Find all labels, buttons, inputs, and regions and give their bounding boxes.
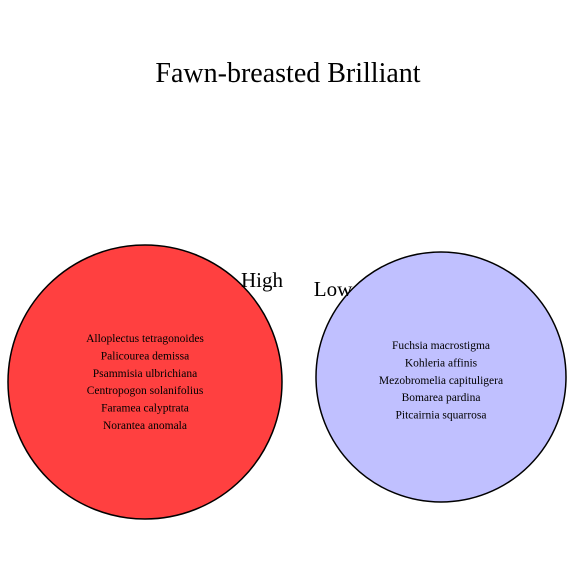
set-members-low: Fuchsia macrostigma Kohleria affinis Mezob… xyxy=(379,340,503,422)
set-member-label: Faramea calyptrata xyxy=(101,403,189,415)
set-label-high: High xyxy=(241,268,284,292)
set-member-label: Norantea anomala xyxy=(103,420,187,432)
diagram-title: Fawn-breasted Brilliant xyxy=(155,58,420,89)
set-label-low: Low xyxy=(314,277,353,301)
set-member-label: Bomarea pardina xyxy=(402,392,481,404)
set-member-label: Alloplectus tetragonoides xyxy=(86,333,204,345)
set-member-label: Psammisia ulbrichiana xyxy=(93,368,197,380)
set-members-high: Alloplectus tetragonoides Palicourea demi… xyxy=(86,333,204,432)
set-circle-low xyxy=(315,251,567,503)
set-circle-high xyxy=(7,244,283,520)
set-member-label: Palicourea demissa xyxy=(101,350,189,362)
set-member-label: Kohleria affinis xyxy=(405,357,478,369)
set-member-label: Mezobromelia capituligera xyxy=(379,375,503,387)
set-member-label: Centropogon solanifolius xyxy=(87,385,204,397)
set-member-label: Fuchsia macrostigma xyxy=(392,340,490,352)
set-member-label: Pitcairnia squarrosa xyxy=(395,410,486,422)
